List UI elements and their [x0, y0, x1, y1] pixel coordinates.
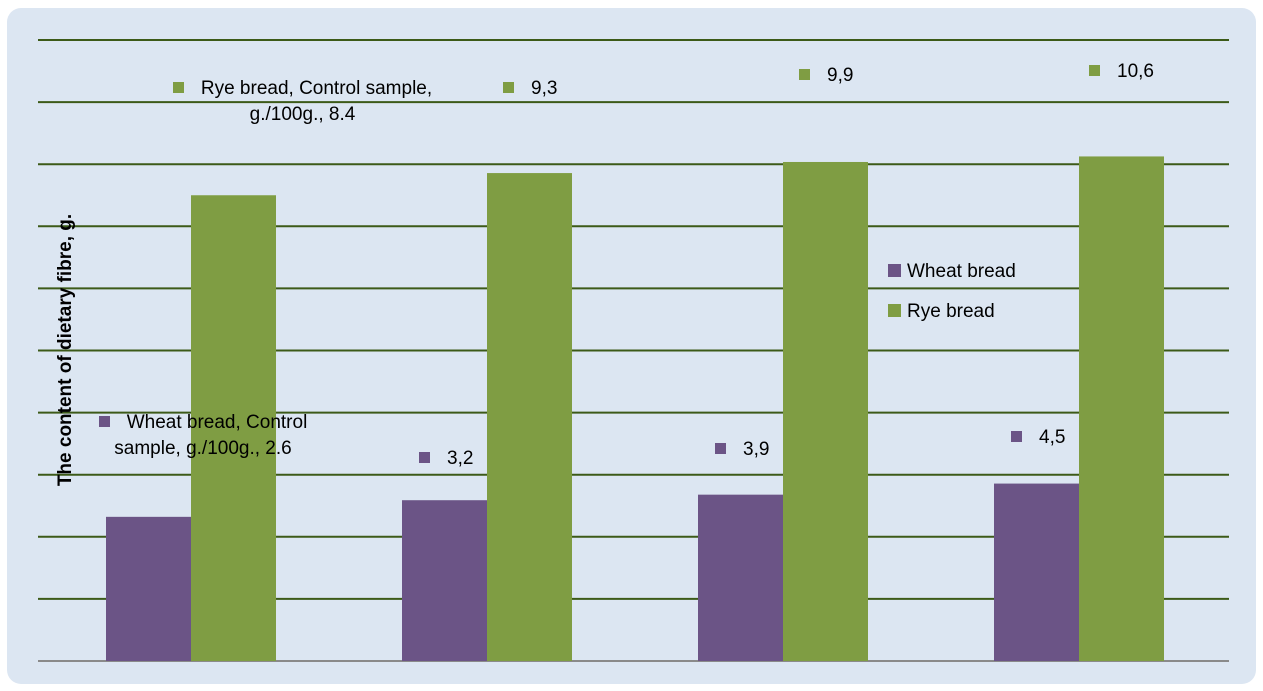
bar-rye-2: [487, 173, 572, 662]
data-label-rye-2: 9,3: [503, 76, 557, 102]
data-label-rye-1-key: [172, 82, 184, 93]
legend-swatch-wheat: [888, 264, 901, 277]
data-label-wheat-2-text: 3,2: [447, 448, 474, 469]
bar-rye-1: [191, 195, 276, 661]
bar-wheat-2: [402, 500, 487, 661]
bar-wheat-4: [994, 483, 1079, 661]
data-label-rye-4-text: 10,6: [1117, 61, 1154, 82]
data-label-wheat-4: 4,5: [1011, 425, 1065, 451]
data-label-wheat-2-key: [419, 452, 430, 463]
bar-wheat-1: [106, 516, 191, 661]
data-label-rye-1: Rye bread, Control sample, g./100g., 8.4: [170, 76, 435, 128]
bar-rye-4: [1079, 156, 1164, 661]
bar-wheat-3: [698, 494, 783, 661]
data-label-wheat-2: 3,2: [419, 446, 473, 472]
data-label-rye-1-text: Rye bread, Control sample, g./100g., 8.4: [200, 78, 433, 125]
data-label-wheat-1-key: [98, 416, 110, 427]
data-label-rye-4-key: [1089, 65, 1100, 76]
legend-swatch-rye: [888, 304, 901, 317]
data-label-rye-3: 9,9: [799, 63, 853, 89]
data-label-rye-3-text: 9,9: [827, 65, 854, 86]
legend-item-rye: Rye bread: [888, 298, 1016, 338]
data-label-wheat-1: Wheat bread, Control sample, g./100g., 2…: [68, 410, 338, 462]
data-label-wheat-1-text: Wheat bread, Control sample, g./100g., 2…: [114, 412, 308, 459]
legend-item-wheat: Wheat bread: [888, 258, 1016, 298]
legend-label-wheat: Wheat bread: [907, 261, 1016, 282]
data-label-wheat-4-key: [1011, 431, 1022, 442]
legend-label-rye: Rye bread: [907, 301, 995, 322]
legend: Wheat bread Rye bread: [888, 258, 1016, 338]
data-label-rye-4: 10,6: [1089, 59, 1154, 85]
data-label-rye-3-key: [799, 69, 810, 80]
data-label-wheat-4-text: 4,5: [1039, 427, 1066, 448]
data-label-wheat-3-key: [715, 443, 726, 454]
data-label-wheat-3-text: 3,9: [743, 439, 770, 460]
data-label-wheat-3: 3,9: [715, 437, 769, 463]
data-label-rye-2-text: 9,3: [531, 78, 558, 99]
bar-rye-3: [783, 161, 868, 661]
data-label-rye-2-key: [503, 82, 514, 93]
